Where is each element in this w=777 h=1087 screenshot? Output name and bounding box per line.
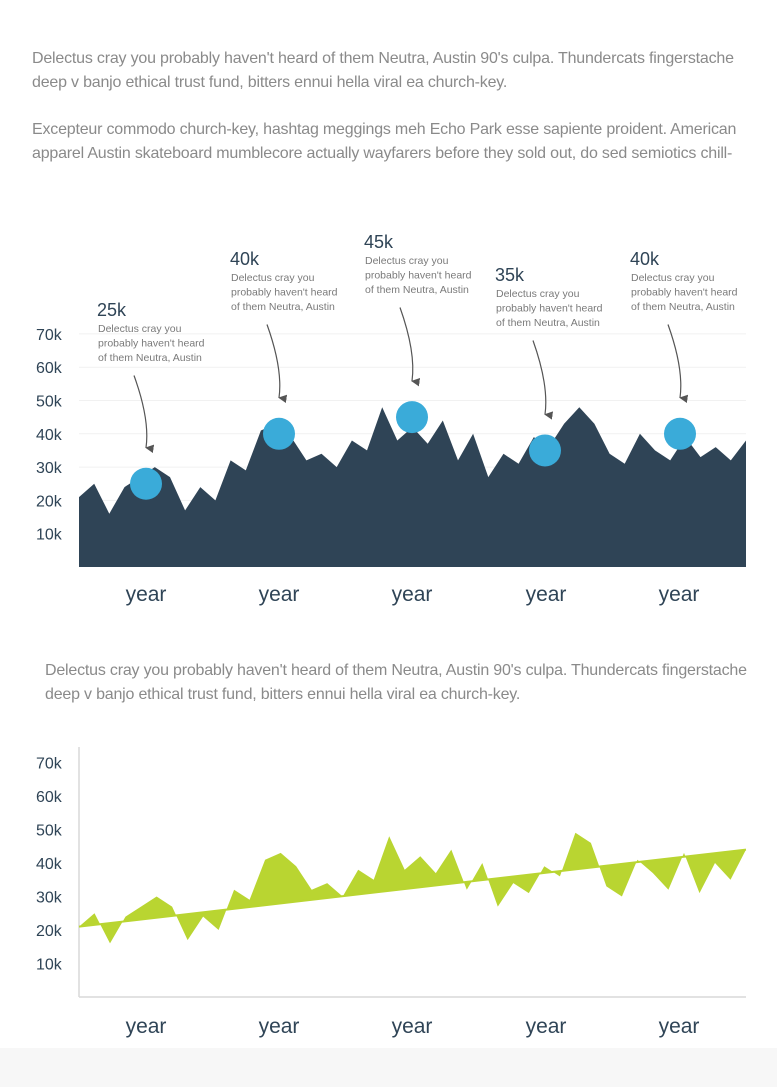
- chart2-x-tick-label: year: [259, 1015, 300, 1038]
- chart1-annotation-text: of them Neutra, Austin: [631, 301, 735, 313]
- chart1-y-tick-label: 20k: [36, 493, 63, 510]
- chart2-y-tick-label: 10k: [36, 957, 63, 974]
- chart1-annotation-value: 40k: [230, 249, 260, 269]
- chart2-y-tick-label: 30k: [36, 890, 63, 907]
- chart1-y-tick-label: 40k: [36, 427, 63, 444]
- chart1-annotation-text: probably haven't heard: [631, 287, 738, 299]
- chart1-annotation: 40k Delectus cray you probably haven't hea…: [230, 249, 338, 450]
- chart1-annotation-arrow: [532, 340, 554, 420]
- chart2-x-tick-label: year: [526, 1015, 567, 1038]
- chart1-annotation-text: of them Neutra, Austin: [231, 301, 335, 313]
- intro-paragraph-1: Delectus cray you probably haven't heard…: [32, 50, 734, 91]
- chart1-x-tick-label: year: [526, 583, 567, 606]
- chart1-annotation: 45k Delectus cray you probably haven't hea…: [364, 232, 472, 434]
- chart1-annotation-text: Delectus cray you: [496, 288, 580, 300]
- chart2-trend-line: [78, 848, 747, 928]
- chart1-x-tick-label: year: [659, 583, 700, 606]
- chart1-annotation-value: 45k: [364, 232, 394, 252]
- chart1-annotation: 40k Delectus cray you probably haven't hea…: [630, 249, 738, 450]
- chart1-annotation-arrow: [133, 375, 155, 453]
- chart1-annotation-text: Delectus cray you: [231, 272, 315, 284]
- chart1-annotations: 25k Delectus cray you probably haven't hea…: [97, 232, 738, 500]
- chart1-x-axis: year year year year year: [126, 583, 700, 606]
- chart1-annotation-text: probably haven't heard: [98, 338, 205, 350]
- chart1-annotation-text: of them Neutra, Austin: [496, 317, 600, 329]
- chart1-x-tick-label: year: [392, 583, 433, 606]
- chart1-marker-point: [529, 434, 561, 467]
- chart1-annotation-arrow: [667, 324, 689, 404]
- chart1-y-tick-label: 50k: [36, 394, 63, 411]
- chart1-marker-point: [263, 417, 295, 450]
- chart1-marker-point: [396, 401, 428, 434]
- chart1-annotation-text: probably haven't heard: [231, 287, 338, 299]
- chart1-y-tick-label: 10k: [36, 527, 63, 544]
- chart1-x-tick-label: year: [259, 583, 300, 606]
- chart2-y-tick-label: 60k: [36, 789, 63, 806]
- chart1-annotation-arrow: [266, 324, 288, 404]
- chart1-y-tick-label: 70k: [36, 327, 63, 344]
- chart2-x-tick-label: year: [392, 1015, 433, 1038]
- footer-band: [0, 1048, 777, 1087]
- chart1-annotation-text: Delectus cray you: [365, 255, 449, 267]
- chart1-y-tick-label: 30k: [36, 460, 63, 477]
- section2-paragraph: Delectus cray you probably haven't heard…: [45, 662, 747, 703]
- chart1-annotation-value: 35k: [495, 265, 525, 285]
- chart2-area: [78, 832, 747, 944]
- chart2-x-tick-label: year: [659, 1015, 700, 1038]
- chart2-y-tick-label: 20k: [36, 923, 63, 940]
- chart1-annotation-value: 25k: [97, 300, 127, 320]
- chart1-annotation-text: of them Neutra, Austin: [98, 352, 202, 364]
- chart1-y-tick-label: 60k: [36, 360, 63, 377]
- chart2-series-area: [79, 832, 746, 944]
- chart1-marker-point: [664, 417, 696, 450]
- chart1-annotation-text: probably haven't heard: [365, 270, 472, 282]
- chart1-annotation: 25k Delectus cray you probably haven't hea…: [97, 300, 205, 500]
- chart2-axis-lines: [78, 747, 746, 998]
- intro-paragraph-2: Excepteur commodo church-key, hashtag me…: [32, 121, 737, 162]
- chart1-series-area: [79, 407, 746, 567]
- chart2-y-tick-label: 70k: [36, 756, 63, 773]
- chart2-x-axis: year year year year year: [126, 1015, 700, 1038]
- chart1-annotation-text: Delectus cray you: [631, 272, 715, 284]
- chart1-annotation-value: 40k: [630, 249, 660, 269]
- chart1-annotation-text: of them Neutra, Austin: [365, 284, 469, 296]
- chart2-y-tick-label: 40k: [36, 856, 63, 873]
- chart2-y-tick-label: 50k: [36, 823, 63, 840]
- chart1-marker-point: [130, 467, 162, 500]
- chart1-x-tick-label: year: [126, 583, 167, 606]
- chart1-y-axis: 70k 60k 50k 40k 30k 20k 10k: [36, 327, 63, 544]
- chart1-annotation-arrow: [399, 307, 421, 387]
- chart2-x-tick-label: year: [126, 1015, 167, 1038]
- chart1-annotation-text: Delectus cray you: [98, 323, 182, 335]
- chart2-y-axis: 70k 60k 50k 40k 30k 20k 10k: [36, 756, 63, 974]
- chart1-annotation-text: probably haven't heard: [496, 303, 603, 315]
- chart1-annotation: 35k Delectus cray you probably haven't hea…: [495, 265, 603, 467]
- chart1-area: [79, 407, 746, 567]
